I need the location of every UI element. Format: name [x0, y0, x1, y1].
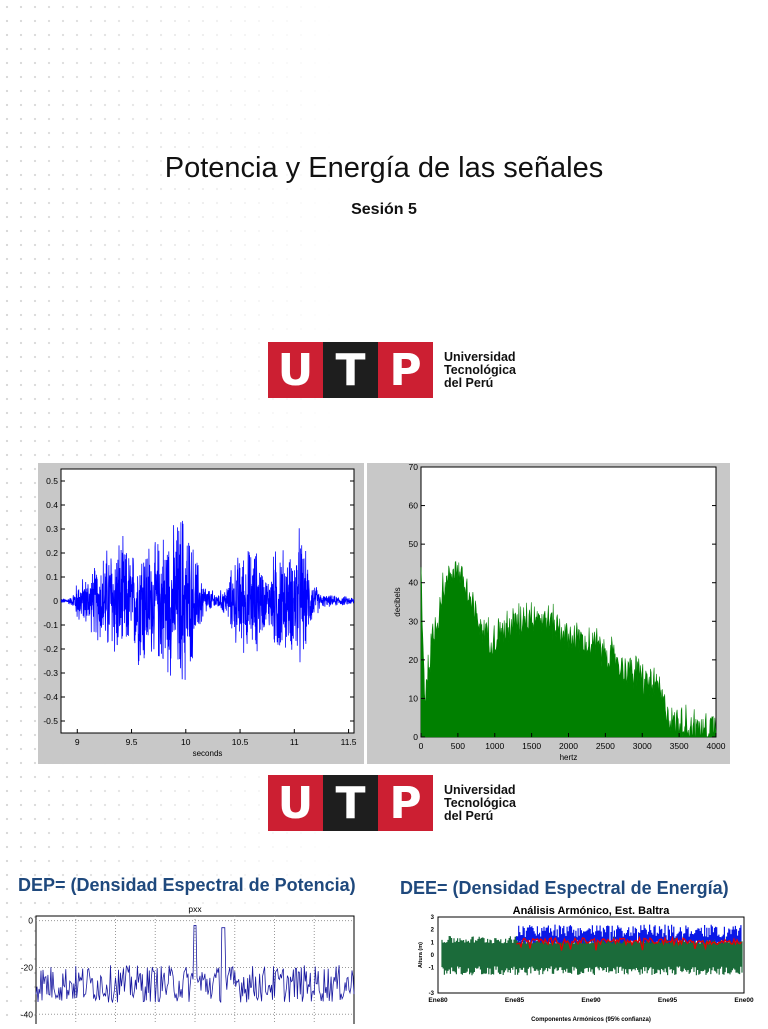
waveform-chart-panel: 0.5 0.4 0.3 0.2 0.1 0 -0.1 -0.2 -0.3 -0.4 -0.5 9 9.5… [38, 463, 364, 764]
logo-name-line: del Perú [444, 808, 494, 823]
y-tick-label: 70 [409, 463, 419, 472]
series-green [441, 936, 743, 976]
logo-letter-u: U [268, 342, 323, 398]
logo-letter-t: T [323, 775, 378, 831]
y-tick-label: 60 [409, 501, 419, 511]
logo-letter-t: T [323, 342, 378, 398]
y-tick-label: 30 [409, 616, 419, 626]
dee-heading: DEE= (Densidad Espectral de Energía) [400, 878, 729, 898]
y-tick-label: -20 [21, 962, 34, 972]
y-tick-label: 40 [409, 578, 419, 588]
x-tick-label: 9 [75, 737, 80, 747]
chart-title: Análisis Armónico, Est. Baltra [513, 905, 671, 917]
y-tick-label: 10 [409, 693, 419, 703]
slide-subtitle: Sesión 5 [351, 201, 417, 218]
x-tick-label: 1500 [522, 741, 541, 751]
harmonic-chart-panel: Análisis Armónico, Est. Baltra Ene80 Ene85… [412, 902, 758, 1024]
waveform-line [60, 520, 355, 680]
x-tick-label: Ene80 [428, 997, 448, 1004]
y-axis-label: Altura (m) [418, 942, 424, 968]
x-tick-label: 9.5 [126, 737, 138, 747]
harmonic-chart: Análisis Armónico, Est. Baltra Ene80 Ene85… [418, 905, 754, 1023]
logo-name-line: Universidad [444, 782, 516, 797]
x-tick-label: Ene95 [658, 997, 678, 1004]
logo-name-line: Tecnológica [444, 362, 517, 377]
waveform-chart: 0.5 0.4 0.3 0.2 0.1 0 -0.1 -0.2 -0.3 -0.4 -0.5 9 9.5… [43, 468, 357, 758]
x-tick-label: 3500 [670, 741, 689, 751]
y-tick-label: 0 [28, 916, 33, 926]
y-tick-label: -0.4 [43, 692, 58, 702]
y-tick-label: -3 [429, 991, 435, 997]
slide-title: Potencia y Energía de las señales [164, 152, 604, 184]
logo-university-name: Universidad Tecnológica del Perú [444, 782, 517, 823]
x-axis-label: seconds [193, 749, 223, 758]
x-tick-label: 10.5 [232, 737, 249, 747]
y-tick-label: 3 [431, 915, 435, 921]
psd-chart: 0 -20 -40 pxx [21, 904, 355, 1029]
y-tick-label: 2 [431, 928, 435, 934]
spectrum-chart-panel: 70 60 50 40 30 20 10 0 0 500 1000 1500 2000 2500 3000 3… [367, 462, 730, 764]
x-axis-label: hertz [560, 753, 578, 762]
x-tick-label: 3000 [633, 741, 652, 751]
y-tick-label: 0.4 [46, 500, 58, 510]
x-tick-label: Ene90 [581, 997, 601, 1004]
x-tick-label: 4000 [707, 741, 726, 751]
x-tick-label: 500 [451, 741, 465, 751]
psd-line [35, 925, 355, 1003]
y-tick-label: 0.1 [46, 572, 58, 582]
utp-logo-2: U T P Universidad Tecnológica del Perú [268, 775, 516, 831]
x-axis-label: Componentes Armónicos (95% confianza) [531, 1017, 651, 1023]
logo-name-line: Universidad [444, 349, 516, 364]
x-tick-label: 1000 [485, 741, 504, 751]
y-tick-label: 0.2 [46, 548, 58, 558]
logo-university-name: Universidad Tecnológica del Perú [444, 349, 517, 390]
utp-logo: U T P Universidad Tecnológica del Perú [268, 342, 516, 398]
y-tick-label: -40 [21, 1009, 34, 1019]
y-tick-label: -0.3 [43, 668, 58, 678]
logo-name-line: Tecnológica [444, 795, 517, 810]
spectrum-area [420, 560, 717, 738]
x-tick-label: Ene85 [505, 997, 525, 1004]
y-tick-label: -0.2 [43, 644, 58, 654]
y-tick-label: -0.5 [43, 716, 58, 726]
y-tick-label: 1 [431, 940, 435, 946]
y-tick-label: 0.3 [46, 524, 58, 534]
y-axis-label: decibels [393, 587, 402, 616]
x-tick-label: 2000 [559, 741, 578, 751]
y-tick-label: -0.1 [43, 620, 58, 630]
y-tick-label: 20 [409, 655, 419, 665]
y-tick-label: 0 [53, 596, 58, 606]
x-tick-label: 11.5 [341, 737, 357, 747]
psd-chart-panel: 0 -20 -40 pxx [8, 900, 360, 1029]
logo-letter-p: P [378, 342, 433, 398]
dep-heading: DEP= (Densidad Espectral de Potencia) [18, 875, 356, 895]
logo-letter-p: P [378, 775, 433, 831]
y-tick-label: 50 [409, 539, 419, 549]
y-tick-label: -1 [429, 966, 435, 972]
logo-name-line: del Perú [444, 375, 494, 390]
x-tick-label: 0 [419, 741, 424, 751]
x-tick-label: 10 [181, 737, 191, 747]
y-tick-label: 0.5 [46, 476, 58, 486]
x-tick-label: 2500 [596, 741, 615, 751]
x-tick-label: 11 [290, 737, 299, 747]
chart-title: pxx [188, 904, 202, 914]
series-red [516, 935, 742, 951]
y-tick-label: 0 [431, 953, 435, 959]
logo-letter-u: U [268, 775, 323, 831]
y-tick-label: 0 [413, 732, 418, 742]
x-tick-label: Ene00 [734, 997, 754, 1004]
